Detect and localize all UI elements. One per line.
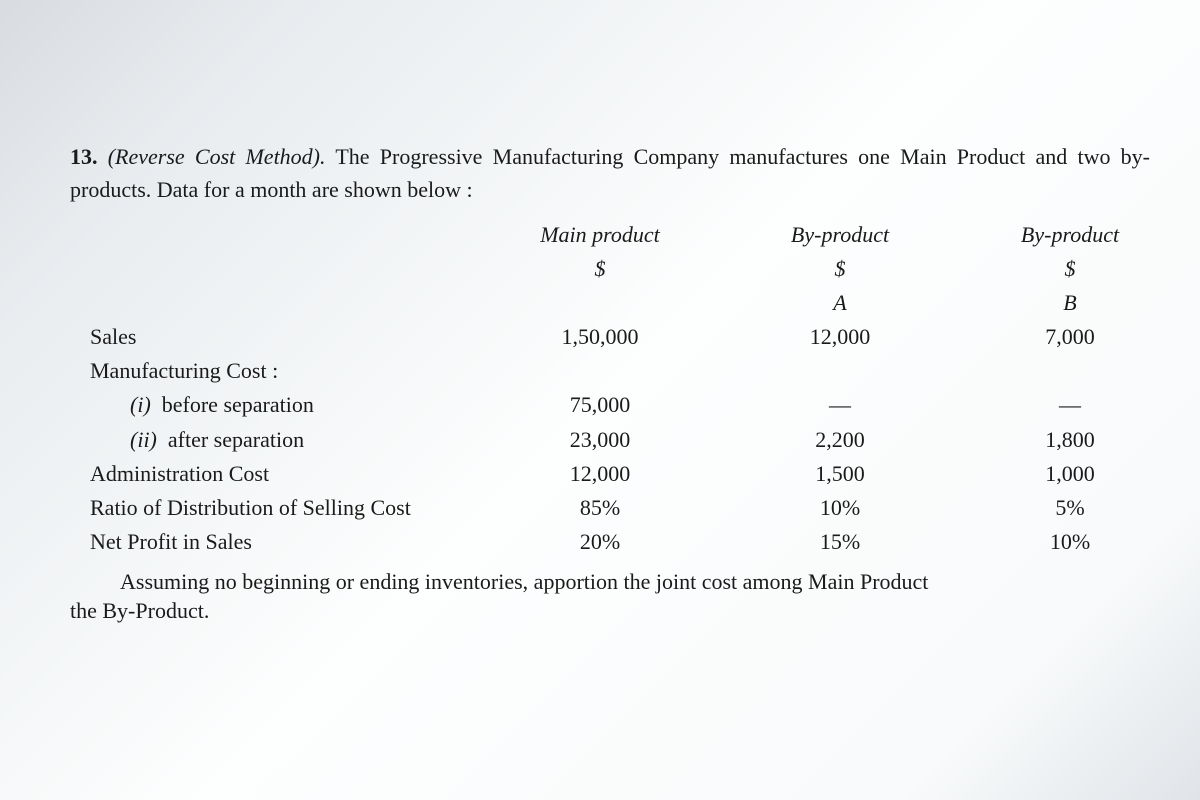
roman-ii: (ii) [130, 427, 157, 452]
header-main-product: Main product [480, 218, 720, 252]
closing-line-2: the By-Product. [70, 598, 1150, 624]
label-admin: Administration Cost [70, 457, 480, 491]
header-currency-1: $ [480, 252, 720, 286]
question-intro: 13. (Reverse Cost Method). The Progressi… [70, 140, 1150, 206]
row-admin-cost: Administration Cost 12,000 1,500 1,000 [70, 457, 1150, 491]
header-byproduct-b: By-product [960, 218, 1180, 252]
after-b: 1,800 [960, 423, 1180, 457]
admin-main: 12,000 [480, 457, 720, 491]
header-sub-a: A [720, 286, 960, 320]
row-sales: Sales 1,50,000 12,000 7,000 [70, 320, 1150, 354]
cost-table: Main product By-product By-product $ $ $… [70, 218, 1150, 559]
after-a: 2,200 [720, 423, 960, 457]
sales-a: 12,000 [720, 320, 960, 354]
netprofit-main: 20% [480, 525, 720, 559]
label-netprofit: Net Profit in Sales [70, 525, 480, 559]
netprofit-a: 15% [720, 525, 960, 559]
before-b: — [960, 388, 1180, 422]
before-main: 75,000 [480, 388, 720, 422]
label-ratio: Ratio of Distribution of Selling Cost [70, 491, 480, 525]
row-after-separation: (ii) after separation 23,000 2,200 1,800 [70, 423, 1150, 457]
document-page: 13. (Reverse Cost Method). The Progressi… [0, 0, 1200, 684]
header-row-3: A B [70, 286, 1150, 320]
after-main: 23,000 [480, 423, 720, 457]
sales-b: 7,000 [960, 320, 1180, 354]
header-row-2: $ $ $ [70, 252, 1150, 286]
method-label: (Reverse Cost Method). [108, 144, 326, 169]
row-netprofit: Net Profit in Sales 20% 15% 10% [70, 525, 1150, 559]
label-sales: Sales [70, 320, 480, 354]
header-currency-2: $ [720, 252, 960, 286]
header-byproduct-a: By-product [720, 218, 960, 252]
roman-i: (i) [130, 392, 151, 417]
question-number: 13. [70, 144, 98, 169]
header-currency-3: $ [960, 252, 1180, 286]
netprofit-b: 10% [960, 525, 1180, 559]
header-sub-b: B [960, 286, 1180, 320]
sales-main: 1,50,000 [480, 320, 720, 354]
before-a: — [720, 388, 960, 422]
intro-part-1: The Progressive Manufacturing Company ma… [335, 144, 848, 169]
label-after: after separation [168, 427, 304, 452]
row-mfg-cost: Manufacturing Cost : [70, 354, 1150, 388]
row-ratio: Ratio of Distribution of Selling Cost 85… [70, 491, 1150, 525]
header-row-1: Main product By-product By-product [70, 218, 1150, 252]
admin-a: 1,500 [720, 457, 960, 491]
closing-line-1: Assuming no beginning or ending inventor… [70, 565, 1150, 598]
ratio-a: 10% [720, 491, 960, 525]
row-before-separation: (i) before separation 75,000 — — [70, 388, 1150, 422]
ratio-b: 5% [960, 491, 1180, 525]
ratio-main: 85% [480, 491, 720, 525]
label-mfg: Manufacturing Cost : [70, 354, 480, 388]
label-before: before separation [162, 392, 314, 417]
admin-b: 1,000 [960, 457, 1180, 491]
